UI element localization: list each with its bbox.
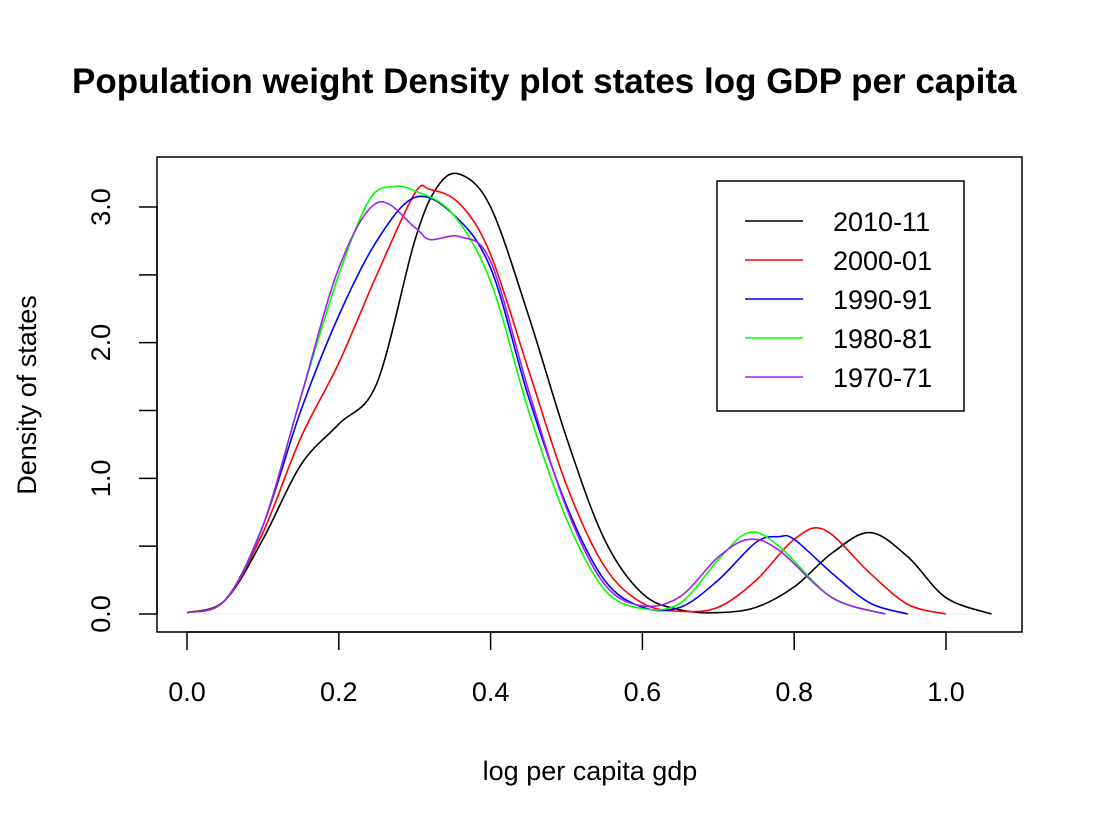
legend-label: 2000-01 xyxy=(833,246,932,276)
legend-label: 2010-11 xyxy=(833,207,930,237)
x-tick-label: 0.0 xyxy=(168,677,206,707)
plot-lines xyxy=(186,172,992,615)
legend-box xyxy=(716,180,965,412)
legend-label: 1990-91 xyxy=(833,285,932,315)
x-tick-label: 0.6 xyxy=(624,677,662,707)
x-axis-label: log per capita gdp xyxy=(483,756,698,786)
legend-label: 1970-71 xyxy=(833,363,932,393)
series-line-1970-71 xyxy=(186,200,886,615)
y-axis: 0.0 1.0 2.0 3.0 xyxy=(86,188,158,633)
legend-label: 1980-81 xyxy=(833,324,932,354)
x-tick-label: 1.0 xyxy=(927,677,965,707)
legend-items: 2010-11 2000-01 1990-91 1980-81 1970-71 xyxy=(745,207,932,393)
series-line-1990-91 xyxy=(186,195,909,615)
y-tick-label: 0.0 xyxy=(86,595,116,633)
x-tick-label: 0.8 xyxy=(775,677,813,707)
x-axis: 0.0 0.2 0.4 0.6 0.8 1.0 xyxy=(168,631,965,707)
y-axis-label: Density of states xyxy=(12,295,42,495)
chart-title: Population weight Density plot states lo… xyxy=(72,62,1017,101)
x-tick-label: 0.2 xyxy=(320,677,358,707)
y-tick-label: 3.0 xyxy=(86,188,116,226)
x-tick-label: 0.4 xyxy=(472,677,510,707)
series-line-2000-01 xyxy=(186,184,947,615)
y-tick-label: 1.0 xyxy=(86,460,116,498)
series-line-2010-11 xyxy=(186,172,992,615)
y-tick-label: 2.0 xyxy=(86,324,116,362)
legend: 2010-11 2000-01 1990-91 1980-81 1970-71 xyxy=(716,180,965,412)
